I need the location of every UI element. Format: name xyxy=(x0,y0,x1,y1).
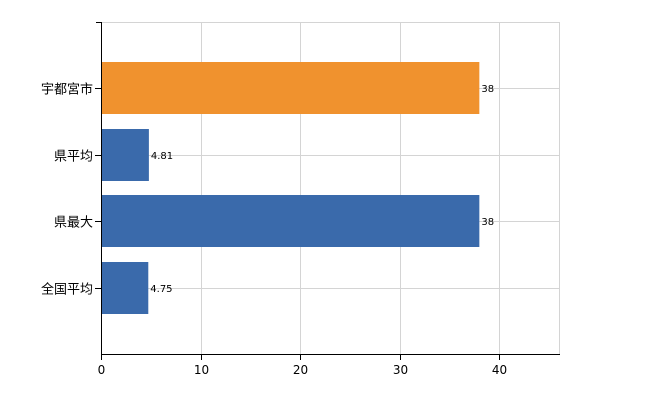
category-label: 全国平均 xyxy=(41,282,93,298)
bar xyxy=(101,62,480,114)
x-tick-label: 30 xyxy=(393,363,408,377)
bar xyxy=(101,129,149,181)
x-tick-label: 10 xyxy=(194,363,209,377)
x-tick-label: 40 xyxy=(492,363,507,377)
category-label: 県最大 xyxy=(54,216,93,231)
data-label: 38 xyxy=(481,217,494,228)
category-label: 県平均 xyxy=(54,150,93,165)
data-label: 38 xyxy=(481,84,494,95)
axes xyxy=(95,22,560,360)
data-label: 4.81 xyxy=(151,151,173,162)
x-tick-label: 20 xyxy=(293,363,308,377)
bars xyxy=(101,62,480,314)
category-label: 宇都宮市 xyxy=(41,82,93,98)
bar xyxy=(101,262,149,314)
data-label: 4.75 xyxy=(150,284,172,295)
bar xyxy=(101,195,480,247)
x-tick-label: 0 xyxy=(98,363,106,377)
